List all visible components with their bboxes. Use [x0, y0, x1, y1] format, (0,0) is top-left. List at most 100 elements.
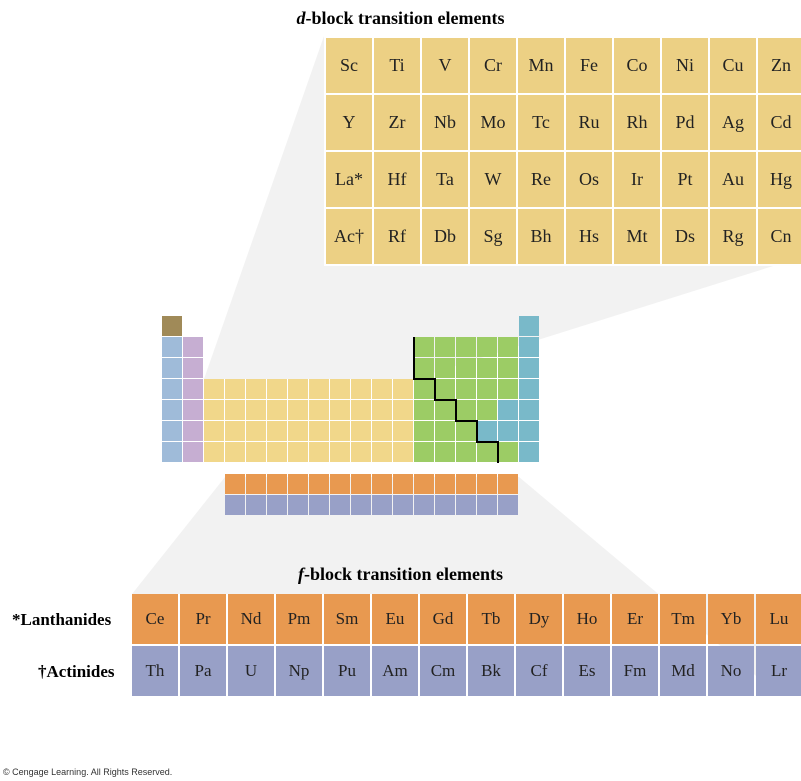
mini-cell: [498, 421, 518, 441]
mini-cell: [330, 421, 350, 441]
actinide-cell: Bk: [468, 646, 514, 696]
mini-cell: [267, 337, 287, 357]
copyright-text: © Cengage Learning. All Rights Reserved.: [3, 767, 172, 777]
mini-cell: [477, 316, 497, 336]
mini-cell: [267, 358, 287, 378]
lanthanide-cell: Gd: [420, 594, 466, 644]
mini-cell: [519, 316, 539, 336]
mini-f-cell: [288, 474, 308, 494]
d-block-cell: Sc: [326, 38, 372, 93]
d-block-cell: Ta: [422, 152, 468, 207]
mini-f-cell: [225, 474, 245, 494]
d-block-cell: Pt: [662, 152, 708, 207]
d-block-cell: Pd: [662, 95, 708, 150]
mini-cell: [288, 337, 308, 357]
mini-cell: [162, 337, 182, 357]
d-block-cell: Cr: [470, 38, 516, 93]
mini-f-cell: [267, 495, 287, 515]
mini-cell: [309, 358, 329, 378]
mini-f-cell: [414, 474, 434, 494]
lanthanide-cell: Tm: [660, 594, 706, 644]
mini-cell: [456, 421, 476, 441]
mini-cell: [288, 316, 308, 336]
d-block-cell: V: [422, 38, 468, 93]
mini-cell: [162, 400, 182, 420]
mini-cell: [372, 316, 392, 336]
mini-cell: [351, 337, 371, 357]
mini-f-cell: [477, 495, 497, 515]
mini-cell: [477, 358, 497, 378]
mini-cell: [498, 316, 518, 336]
d-block-cell: Ni: [662, 38, 708, 93]
d-block-cell: Ti: [374, 38, 420, 93]
actinide-cell: Np: [276, 646, 322, 696]
mini-cell: [225, 379, 245, 399]
lanthanide-cell: Sm: [324, 594, 370, 644]
mini-f-cell: [414, 495, 434, 515]
lanthanide-cell: Pm: [276, 594, 322, 644]
mini-cell: [414, 400, 434, 420]
mini-cell: [288, 400, 308, 420]
mini-f-cell: [435, 495, 455, 515]
mini-cell: [204, 358, 224, 378]
mini-cell: [267, 400, 287, 420]
mini-cell: [393, 337, 413, 357]
mini-cell: [372, 358, 392, 378]
actinide-cell: No: [708, 646, 754, 696]
mini-cell: [372, 442, 392, 462]
mini-cell: [393, 400, 413, 420]
mini-cell: [246, 337, 266, 357]
mini-cell: [309, 337, 329, 357]
mini-cell: [519, 442, 539, 462]
mini-f-cell: [351, 495, 371, 515]
mini-f-cell: [246, 495, 266, 515]
mini-cell: [351, 421, 371, 441]
d-block-cell: Ag: [710, 95, 756, 150]
mini-cell: [267, 442, 287, 462]
d-block-cell: Co: [614, 38, 660, 93]
mini-cell: [183, 379, 203, 399]
mini-cell: [204, 442, 224, 462]
lanthanide-cell: Pr: [180, 594, 226, 644]
mini-f-cell: [225, 495, 245, 515]
mini-cell: [309, 400, 329, 420]
d-block-title-italic: d: [297, 8, 306, 28]
mini-f-cell: [330, 474, 350, 494]
d-block-title: d-block transition elements: [0, 8, 801, 29]
mini-cell: [372, 421, 392, 441]
d-block-cell: Tc: [518, 95, 564, 150]
mini-cell: [519, 337, 539, 357]
mini-cell: [183, 421, 203, 441]
lanthanide-cell: Er: [612, 594, 658, 644]
mini-cell: [372, 379, 392, 399]
mini-cell: [288, 421, 308, 441]
d-block-cell: Y: [326, 95, 372, 150]
d-block-cell: Sg: [470, 209, 516, 264]
mini-cell: [456, 358, 476, 378]
mini-cell: [414, 316, 434, 336]
mini-cell: [309, 379, 329, 399]
d-block-cell: Ds: [662, 209, 708, 264]
mini-cell: [477, 337, 497, 357]
d-block-cell: Cu: [710, 38, 756, 93]
mini-cell: [477, 442, 497, 462]
d-block-cell: Rh: [614, 95, 660, 150]
mini-cell: [246, 316, 266, 336]
d-block-cell: W: [470, 152, 516, 207]
mini-cell: [351, 358, 371, 378]
mini-cell: [183, 442, 203, 462]
mini-f-cell: [267, 474, 287, 494]
mini-cell: [330, 442, 350, 462]
mini-cell: [162, 316, 182, 336]
d-block-cell: Mo: [470, 95, 516, 150]
mini-cell: [225, 337, 245, 357]
d-block-cell: Hs: [566, 209, 612, 264]
lanthanide-cell: Ce: [132, 594, 178, 644]
mini-f-cell: [477, 474, 497, 494]
mini-cell: [246, 421, 266, 441]
lanthanide-cell: Lu: [756, 594, 801, 644]
mini-cell: [351, 400, 371, 420]
mini-cell: [183, 358, 203, 378]
mini-cell: [393, 421, 413, 441]
mini-cell: [351, 316, 371, 336]
